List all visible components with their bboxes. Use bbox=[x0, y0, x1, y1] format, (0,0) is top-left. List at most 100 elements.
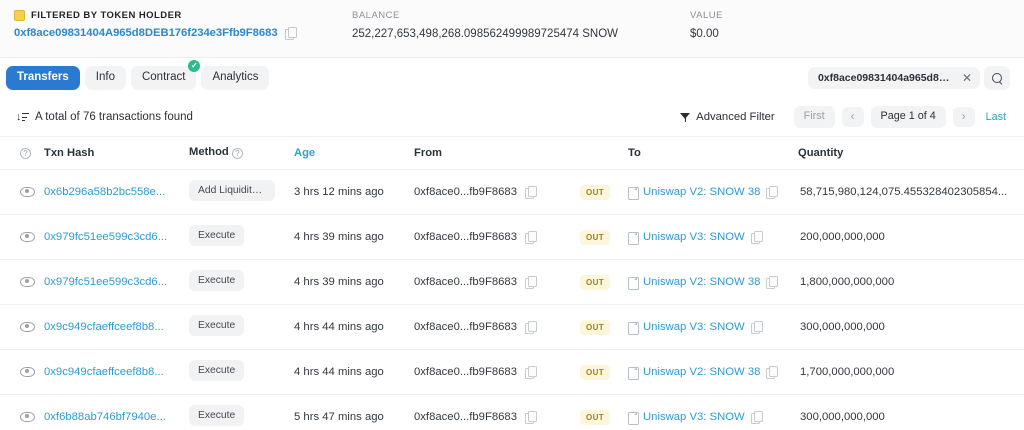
copy-icon[interactable] bbox=[766, 186, 779, 199]
contract-icon bbox=[628, 321, 639, 335]
from-address: 0xf8ace0...fb9F8683 bbox=[414, 321, 518, 333]
quantity-value: 300,000,000,000 bbox=[800, 321, 885, 333]
to-cell: Uniswap V2: SNOW 38 bbox=[628, 349, 798, 395]
search-icon bbox=[991, 72, 1003, 84]
copy-icon[interactable] bbox=[525, 231, 538, 244]
column-header-direction bbox=[580, 136, 628, 170]
row-preview-cell bbox=[0, 169, 44, 215]
tab-info-label: Info bbox=[95, 71, 115, 84]
sort-icon[interactable]: ↓ bbox=[16, 111, 29, 123]
eye-icon[interactable] bbox=[20, 184, 35, 197]
column-header-to: To bbox=[628, 136, 798, 170]
copy-icon[interactable] bbox=[750, 231, 763, 244]
copy-icon[interactable] bbox=[525, 411, 538, 424]
tab-info[interactable]: Info bbox=[84, 66, 126, 90]
txn-hash-link[interactable]: 0x979fc51ee599c3cd6... bbox=[44, 231, 168, 243]
balance-block: BALANCE 252,227,653,498,268.098562499989… bbox=[352, 9, 690, 40]
tab-transfers[interactable]: Transfers bbox=[6, 66, 80, 90]
holder-address-line: 0xf8ace09831404A965d8DEB176f234e3Ffb9F86… bbox=[14, 27, 352, 40]
quantity-cell: 58,715,980,124,075.455328402305854... bbox=[798, 169, 1024, 215]
copy-icon[interactable] bbox=[750, 321, 763, 334]
direction-badge: OUT bbox=[580, 364, 611, 380]
copy-icon[interactable] bbox=[525, 186, 538, 199]
pagination-next-icon[interactable]: › bbox=[952, 106, 975, 128]
contract-icon bbox=[628, 231, 639, 245]
table-row: 0xf6b88ab746bf7940e... Execute 5 hrs 47 mi… bbox=[0, 394, 1024, 430]
transfers-table: ? Txn Hash Method ? Age From To Quantity… bbox=[0, 136, 1024, 430]
copy-icon[interactable] bbox=[284, 27, 297, 40]
token-holder-info-bar: FILTERED BY TOKEN HOLDER 0xf8ace09831404… bbox=[0, 0, 1024, 58]
method-help-icon[interactable]: ? bbox=[231, 148, 243, 159]
txn-hash-link[interactable]: 0x9c949cfaeffceef8b8... bbox=[44, 321, 164, 333]
txn-hash-link[interactable]: 0xf6b88ab746bf7940e... bbox=[44, 411, 166, 423]
txn-hash-link[interactable]: 0x9c949cfaeffceef8b8... bbox=[44, 366, 164, 378]
table-header: ? Txn Hash Method ? Age From To Quantity bbox=[0, 136, 1024, 170]
copy-icon[interactable] bbox=[525, 276, 538, 289]
direction-badge: OUT bbox=[580, 229, 611, 245]
eye-icon[interactable] bbox=[20, 409, 35, 422]
eye-icon[interactable] bbox=[20, 364, 35, 377]
token-square-icon bbox=[14, 10, 25, 21]
method-cell: Execute bbox=[189, 394, 294, 430]
eye-icon[interactable] bbox=[20, 319, 35, 332]
direction-cell: OUT bbox=[580, 169, 628, 215]
from-address: 0xf8ace0...fb9F8683 bbox=[414, 366, 518, 378]
holder-address-link[interactable]: 0xf8ace09831404A965d8DEB176f234e3Ffb9F86… bbox=[14, 27, 278, 39]
eye-icon[interactable] bbox=[20, 229, 35, 242]
method-badge: Execute bbox=[189, 360, 245, 381]
to-address-link[interactable]: Uniswap V3: SNOW bbox=[643, 411, 745, 423]
pagination-first[interactable]: First bbox=[793, 106, 835, 128]
help-icon[interactable]: ? bbox=[20, 148, 31, 159]
search-area: 0xf8ace09831404a965d8deb1... ✕ bbox=[807, 66, 1010, 90]
copy-icon[interactable] bbox=[750, 411, 763, 424]
from-address: 0xf8ace0...fb9F8683 bbox=[414, 231, 518, 243]
to-address-link[interactable]: Uniswap V2: SNOW 38 bbox=[643, 366, 761, 378]
advanced-filter-button[interactable]: Advanced Filter bbox=[680, 111, 775, 123]
row-preview-cell bbox=[0, 259, 44, 305]
pagination-last[interactable]: Last bbox=[985, 111, 1006, 123]
column-header-age[interactable]: Age bbox=[294, 136, 414, 170]
copy-icon[interactable] bbox=[525, 366, 538, 379]
age-cell: 5 hrs 47 mins ago bbox=[294, 394, 414, 430]
to-address-link[interactable]: Uniswap V2: SNOW 38 bbox=[643, 276, 761, 288]
to-address-link[interactable]: Uniswap V2: SNOW 38 bbox=[643, 186, 761, 198]
table-row: 0x9c949cfaeffceef8b8... Execute 4 hrs 44 m… bbox=[0, 349, 1024, 395]
from-cell: 0xf8ace0...fb9F8683 bbox=[414, 214, 580, 260]
quantity-cell: 1,700,000,000,000 bbox=[798, 349, 1024, 395]
tab-contract-label: Contract bbox=[141, 71, 186, 84]
direction-badge: OUT bbox=[580, 274, 611, 290]
pagination-prev-icon[interactable]: ‹ bbox=[841, 106, 864, 128]
to-address-link[interactable]: Uniswap V3: SNOW bbox=[643, 231, 745, 243]
copy-icon[interactable] bbox=[766, 276, 779, 289]
from-cell: 0xf8ace0...fb9F8683 bbox=[414, 304, 580, 350]
transactions-total-label: A total of 76 transactions found bbox=[35, 111, 193, 123]
to-address-link[interactable]: Uniswap V3: SNOW bbox=[643, 321, 745, 333]
txn-hash-cell: 0x979fc51ee599c3cd6... bbox=[44, 259, 189, 305]
txn-hash-cell: 0xf6b88ab746bf7940e... bbox=[44, 394, 189, 430]
search-button[interactable] bbox=[984, 66, 1010, 90]
quantity-value: 1,800,000,000,000 bbox=[800, 276, 895, 288]
eye-icon[interactable] bbox=[20, 274, 35, 287]
search-input[interactable]: 0xf8ace09831404a965d8deb1... bbox=[817, 72, 952, 84]
direction-badge: OUT bbox=[580, 184, 611, 200]
tabs-group: Transfers Info Contract ✓ Analytics bbox=[6, 60, 270, 90]
method-cell: Execute bbox=[189, 349, 294, 395]
tab-analytics[interactable]: Analytics bbox=[201, 66, 270, 90]
copy-icon[interactable] bbox=[766, 366, 779, 379]
txn-hash-cell: 0x9c949cfaeffceef8b8... bbox=[44, 304, 189, 350]
direction-cell: OUT bbox=[580, 304, 628, 350]
clear-icon[interactable]: ✕ bbox=[961, 71, 972, 85]
txn-hash-link[interactable]: 0x6b296a58b2bc558e... bbox=[44, 186, 166, 198]
copy-icon[interactable] bbox=[525, 321, 538, 334]
direction-cell: OUT bbox=[580, 394, 628, 430]
table-header-row: ? Txn Hash Method ? Age From To Quantity bbox=[0, 136, 1024, 170]
search-input-wrapper[interactable]: 0xf8ace09831404a965d8deb1... ✕ bbox=[807, 67, 980, 89]
table-row: 0x6b296a58b2bc558e... Add Liquidity ... 3 … bbox=[0, 169, 1024, 215]
quantity-cell: 300,000,000,000 bbox=[798, 304, 1024, 350]
column-header-from: From bbox=[414, 136, 580, 170]
to-cell: Uniswap V3: SNOW bbox=[628, 394, 798, 430]
quantity-cell: 1,800,000,000,000 bbox=[798, 259, 1024, 305]
direction-badge: OUT bbox=[580, 409, 611, 425]
tab-contract[interactable]: Contract ✓ bbox=[130, 60, 201, 90]
txn-hash-link[interactable]: 0x979fc51ee599c3cd6... bbox=[44, 276, 168, 288]
